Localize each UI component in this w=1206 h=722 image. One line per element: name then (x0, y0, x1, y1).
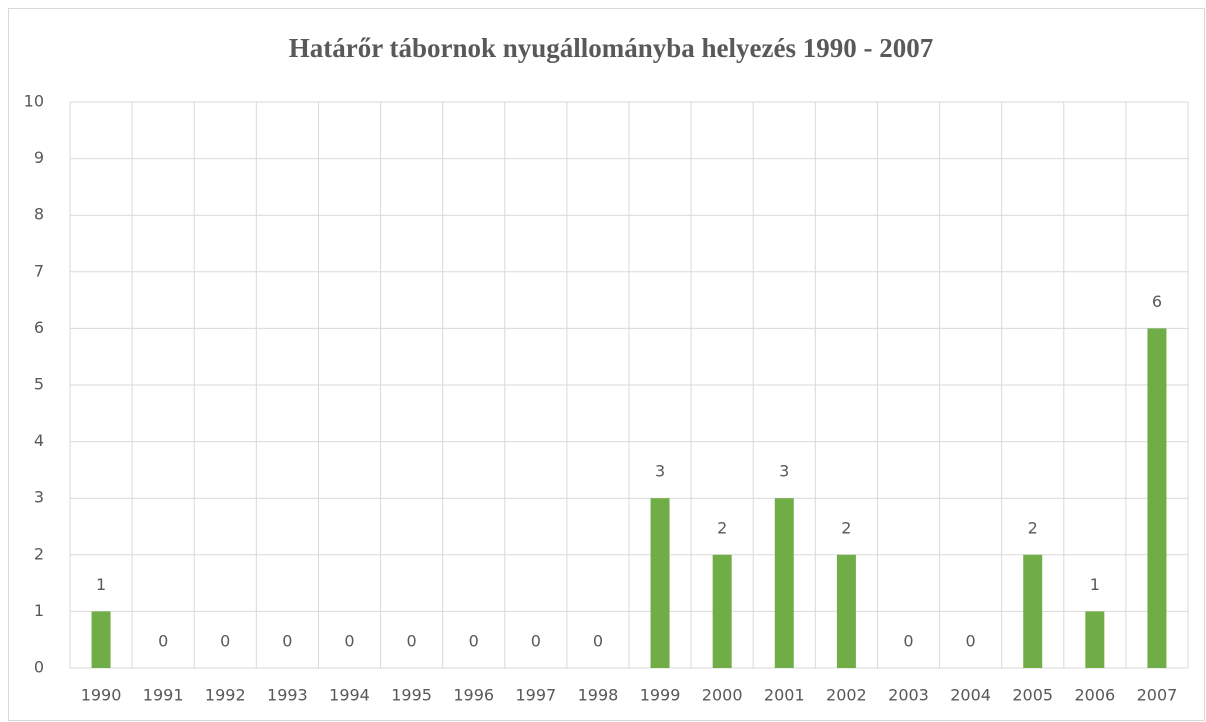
data-label: 3 (655, 462, 665, 481)
data-label: 0 (531, 632, 541, 651)
x-tick-label: 2001 (764, 686, 805, 705)
x-tick-label: 2007 (1137, 686, 1178, 705)
x-tick-label: 2003 (888, 686, 929, 705)
bar (712, 554, 732, 668)
data-label: 0 (407, 632, 417, 651)
bar (1085, 611, 1105, 668)
data-label: 0 (282, 632, 292, 651)
bar (1147, 328, 1167, 668)
x-tick-label: 2005 (1012, 686, 1053, 705)
data-label: 0 (469, 632, 479, 651)
data-label: 0 (593, 632, 603, 651)
bar (1023, 554, 1043, 668)
x-tick-label: 1995 (391, 686, 432, 705)
data-label: 0 (966, 632, 976, 651)
bar (774, 498, 794, 668)
x-tick-label: 1991 (143, 686, 184, 705)
bar (836, 554, 856, 668)
y-tick-label: 9 (34, 148, 44, 167)
y-tick-label: 2 (34, 544, 44, 563)
y-tick-label: 10 (24, 92, 44, 111)
data-label: 2 (717, 518, 727, 537)
data-label: 0 (903, 632, 913, 651)
chart-border (8, 8, 1205, 721)
bar (650, 498, 670, 668)
data-label: 2 (841, 518, 851, 537)
y-tick-label: 5 (34, 375, 44, 394)
data-label: 6 (1152, 292, 1162, 311)
y-tick-label: 3 (34, 488, 44, 507)
x-tick-label: 1996 (453, 686, 494, 705)
chart-title: Határőr tábornok nyugállományba helyezés… (289, 33, 934, 63)
data-label: 0 (158, 632, 168, 651)
y-tick-label: 0 (34, 658, 44, 677)
data-label: 0 (344, 632, 354, 651)
data-label: 2 (1028, 518, 1038, 537)
x-tick-label: 2002 (826, 686, 867, 705)
x-tick-label: 2000 (702, 686, 743, 705)
y-tick-label: 7 (34, 261, 44, 280)
x-tick-label: 1997 (515, 686, 556, 705)
data-label: 1 (1090, 575, 1100, 594)
data-label: 0 (220, 632, 230, 651)
y-tick-label: 6 (34, 318, 44, 337)
x-tick-label: 1998 (578, 686, 619, 705)
bar (91, 611, 111, 668)
x-tick-label: 1992 (205, 686, 246, 705)
y-tick-label: 4 (34, 431, 44, 450)
y-tick-label: 8 (34, 205, 44, 224)
x-tick-label: 1994 (329, 686, 370, 705)
x-tick-label: 2006 (1074, 686, 1115, 705)
x-tick-label: 1990 (81, 686, 122, 705)
x-tick-label: 1999 (640, 686, 681, 705)
y-tick-label: 1 (34, 601, 44, 620)
x-tick-label: 2004 (950, 686, 991, 705)
x-tick-label: 1993 (267, 686, 308, 705)
data-label: 1 (96, 575, 106, 594)
data-label: 3 (779, 462, 789, 481)
